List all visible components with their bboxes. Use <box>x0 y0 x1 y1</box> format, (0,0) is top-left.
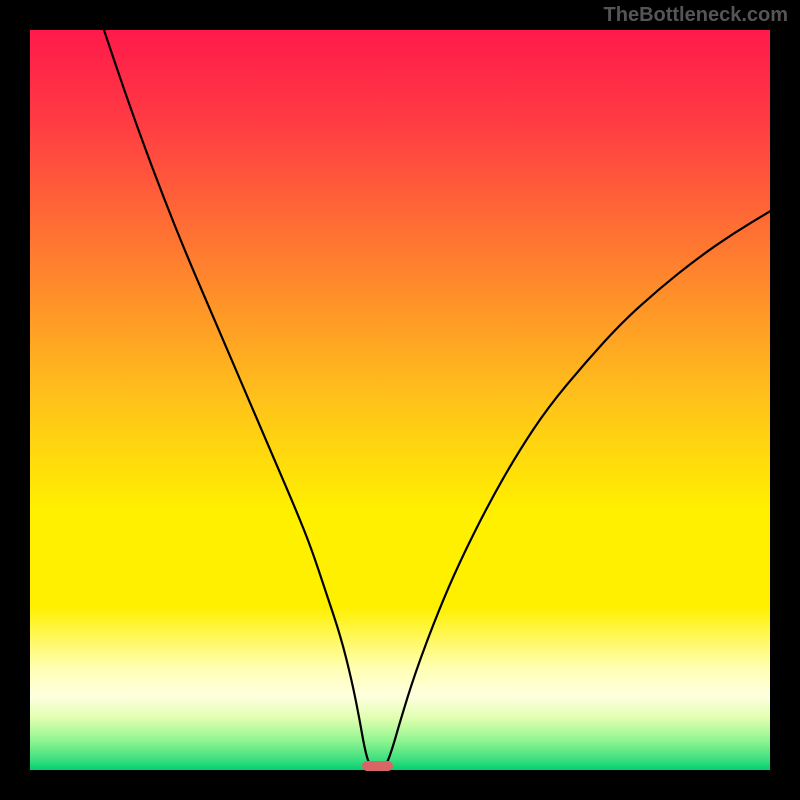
watermark-text: TheBottleneck.com <box>604 4 788 27</box>
min-point-marker <box>362 761 393 771</box>
plot-area <box>30 30 770 770</box>
curve-line <box>30 30 770 770</box>
